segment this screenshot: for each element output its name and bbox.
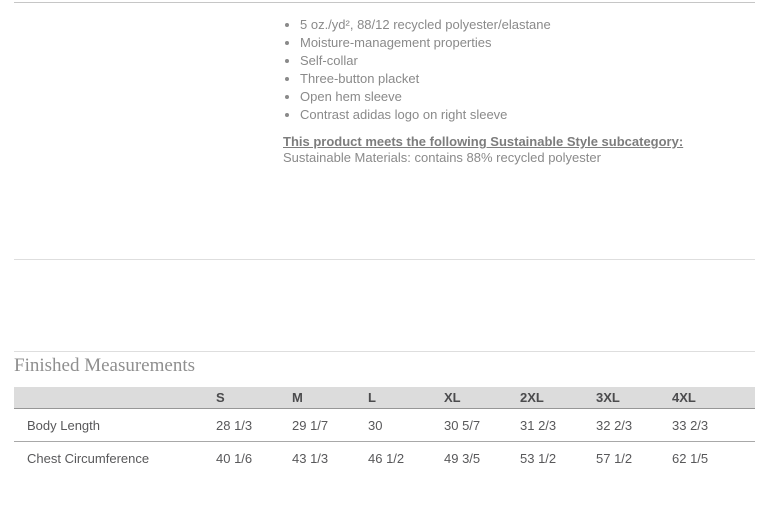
finished-measurements-title: Finished Measurements	[14, 355, 196, 376]
feature-item: Contrast adidas logo on right sleeve	[300, 106, 753, 124]
measurement-value: 62 1/5	[672, 450, 709, 466]
feature-item: Open hem sleeve	[300, 88, 753, 106]
measurement-value: 57 1/2	[596, 450, 633, 466]
sustainable-style-note: This product meets the following Sustain…	[283, 134, 753, 166]
feature-item: Three-button placket	[300, 70, 753, 88]
product-features-section: 5 oz./yd², 88/12 recycled polyester/elas…	[283, 16, 753, 166]
header-empty-cell	[14, 387, 196, 409]
header-size-4xl: 4XL	[652, 387, 728, 409]
feature-item: 5 oz./yd², 88/12 recycled polyester/elas…	[300, 16, 753, 34]
feature-list: 5 oz./yd², 88/12 recycled polyester/elas…	[283, 16, 753, 124]
header-spacer-cell	[728, 387, 755, 409]
header-size-3xl: 3XL	[576, 387, 652, 409]
measurement-value: 32 2/3	[576, 408, 652, 442]
measurement-value: 46 1/2	[368, 450, 405, 466]
measurements-table: S M L XL 2XL 3XL 4XL Body Length 28 1/3 …	[14, 387, 755, 474]
measurement-value: 40 1/6	[216, 450, 253, 466]
header-size-s: S	[196, 387, 272, 409]
header-size-xl: XL	[424, 387, 500, 409]
row-label: Body Length	[14, 408, 196, 442]
feature-item: Moisture-management properties	[300, 34, 753, 52]
header-size-l: L	[348, 387, 424, 409]
sustainable-style-heading: This product meets the following Sustain…	[283, 134, 684, 149]
header-size-m: M	[272, 387, 348, 409]
measurement-value: 29 1/7	[272, 408, 348, 442]
row-label: Chest Circumference	[27, 450, 150, 466]
table-row-body-length: Body Length 28 1/3 29 1/7 30 30 5/7 31 2…	[14, 408, 755, 442]
measurement-value: 30 5/7	[424, 408, 500, 442]
table-row-chest-circumference: Chest Circumference 40 1/6 43 1/3 46 1/2…	[14, 442, 755, 475]
feature-item: Self-collar	[300, 52, 753, 70]
measurement-value: 43 1/3	[292, 450, 329, 466]
sustainable-materials-text: Sustainable Materials: contains 88% recy…	[283, 150, 601, 165]
top-divider	[14, 2, 755, 3]
measurement-value: 33 2/3	[652, 408, 728, 442]
row-spacer-cell	[728, 408, 755, 442]
measurement-value: 30	[348, 408, 424, 442]
measurement-value: 53 1/2	[520, 450, 557, 466]
measurement-value: 49 3/5	[444, 450, 481, 466]
measurement-value: 28 1/3	[196, 408, 272, 442]
section-divider	[14, 351, 755, 352]
header-size-2xl: 2XL	[500, 387, 576, 409]
table-header-row: S M L XL 2XL 3XL 4XL	[14, 387, 755, 409]
row-spacer-cell	[728, 442, 755, 475]
section-divider	[14, 259, 755, 260]
measurement-value: 31 2/3	[500, 408, 576, 442]
